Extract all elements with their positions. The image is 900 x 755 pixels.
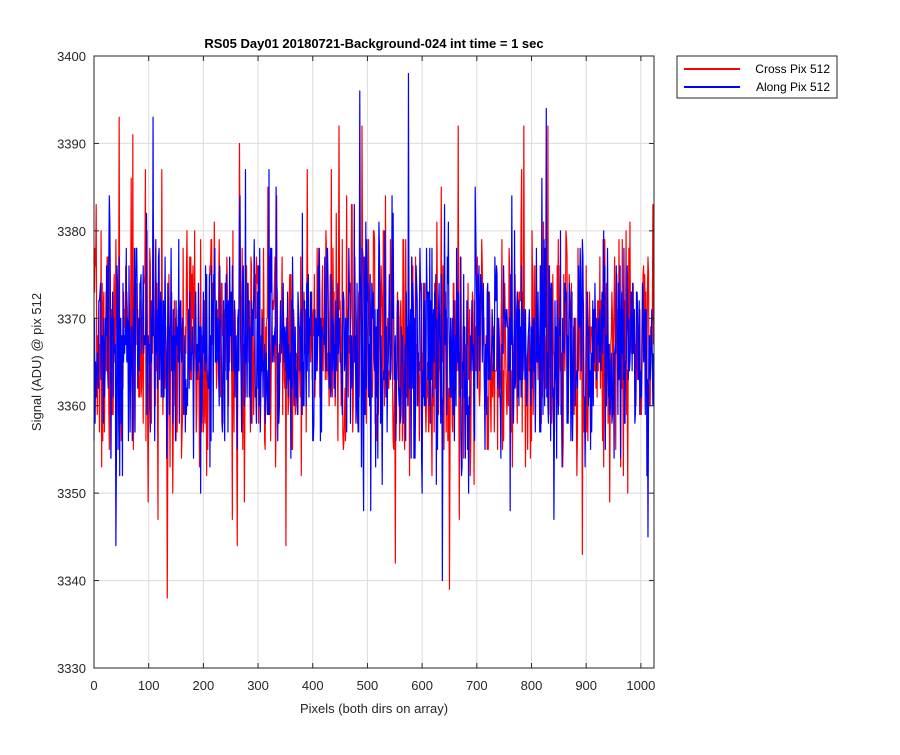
legend-box <box>676 55 838 99</box>
x-tick-label: 600 <box>411 678 433 693</box>
plot-frame <box>93 55 655 669</box>
y-tick-label: 3360 <box>57 399 86 414</box>
y-tick-label: 3340 <box>57 574 86 589</box>
x-tick-label: 100 <box>138 678 160 693</box>
series-layer <box>93 72 655 599</box>
tick-layer: 0 100 200 300 400 500 600 700 800 900 1000 3330 3340… <box>57 49 655 693</box>
y-tick-label: 3390 <box>57 136 86 151</box>
y-tick-label: 3350 <box>57 486 86 501</box>
y-tick-label: 3400 <box>57 49 86 64</box>
legend-label-cross: Cross Pix 512 <box>755 62 830 76</box>
series-line-along <box>93 72 655 582</box>
x-tick-label: 900 <box>575 678 597 693</box>
y-tick-label: 3370 <box>57 311 86 326</box>
x-tick-label: 500 <box>357 678 379 693</box>
legend[interactable]: Cross Pix 512 Along Pix 512 <box>676 55 838 99</box>
x-tick-label: 1000 <box>626 678 655 693</box>
x-tick-label: 700 <box>466 678 488 693</box>
x-tick-label: 400 <box>302 678 324 693</box>
y-tick-label: 3380 <box>57 224 86 239</box>
x-tick-label: 0 <box>90 678 97 693</box>
x-tick-label: 300 <box>247 678 269 693</box>
chart-title: RS05 Day01 20180721-Background-024 int t… <box>204 36 543 51</box>
x-tick-label: 800 <box>521 678 543 693</box>
legend-label-along: Along Pix 512 <box>756 80 830 94</box>
x-axis-label: Pixels (both dirs on array) <box>300 701 448 716</box>
x-tick-label: 200 <box>193 678 215 693</box>
y-tick-label: 3330 <box>57 661 86 676</box>
y-axis-label: Signal (ADU) @ pix 512 <box>29 293 44 431</box>
